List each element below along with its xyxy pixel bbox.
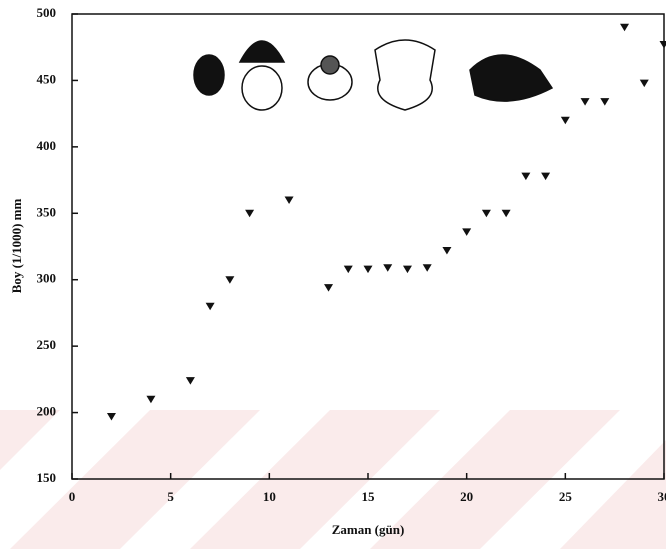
point <box>422 264 432 272</box>
y-tick-label: 250 <box>37 337 57 352</box>
point <box>324 284 334 292</box>
point <box>225 276 235 284</box>
point <box>580 98 590 106</box>
x-tick-label: 10 <box>263 489 276 504</box>
point <box>146 395 156 404</box>
point <box>462 228 472 236</box>
point <box>205 302 215 311</box>
point <box>363 265 373 274</box>
x-tick-label: 15 <box>362 489 376 504</box>
point <box>560 116 570 125</box>
y-tick-label: 350 <box>37 204 57 219</box>
x-tick-label: 5 <box>167 489 174 504</box>
point <box>620 23 630 32</box>
y-tick-label: 400 <box>37 138 57 153</box>
point <box>343 265 353 274</box>
larva-illustrations <box>193 39 554 111</box>
y-axis-label: Boy (1/1000) mm <box>9 199 24 294</box>
point <box>481 209 491 218</box>
x-tick-label: 25 <box>559 489 573 504</box>
plot-frame <box>71 13 665 480</box>
y-tick-label: 300 <box>37 271 57 286</box>
x-tick-label: 30 <box>658 489 666 504</box>
point <box>501 209 511 218</box>
point <box>600 98 610 106</box>
point <box>383 264 393 272</box>
y-tick-label: 150 <box>37 470 57 485</box>
x-axis-label: Zaman (gün) <box>332 522 405 537</box>
point <box>185 377 195 385</box>
point <box>521 172 531 181</box>
point <box>245 209 255 218</box>
x-tick-label: 0 <box>69 489 76 504</box>
point <box>659 41 666 49</box>
point <box>106 413 116 421</box>
x-tick-label: 20 <box>460 489 473 504</box>
point <box>541 172 551 181</box>
point <box>284 196 294 204</box>
point <box>402 265 412 274</box>
y-tick-label: 450 <box>37 71 57 86</box>
point <box>639 79 649 88</box>
point <box>442 246 452 255</box>
y-tick-label: 200 <box>37 404 57 419</box>
y-tick-label: 500 <box>37 5 57 20</box>
